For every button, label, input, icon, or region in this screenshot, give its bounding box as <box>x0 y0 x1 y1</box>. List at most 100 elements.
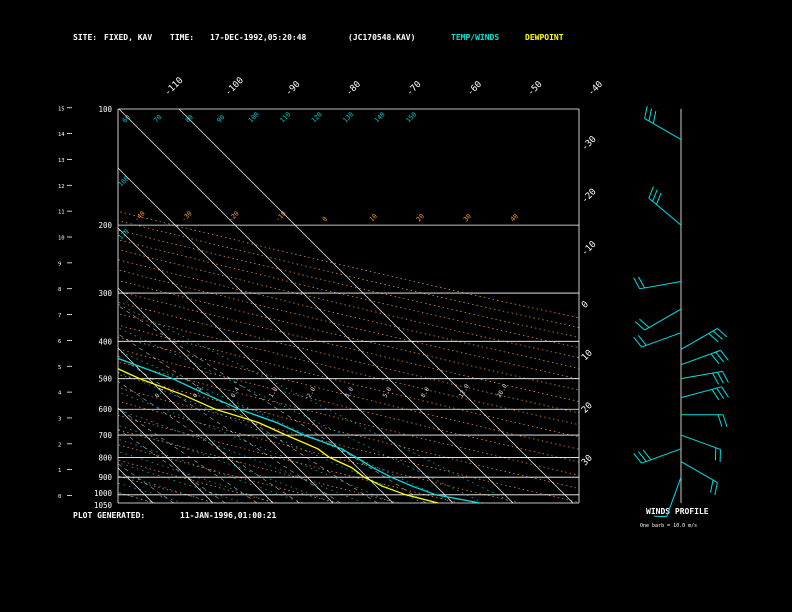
moist-adiabat <box>118 372 424 503</box>
dry-adiabat <box>118 249 579 359</box>
moist-adiabat <box>118 350 454 503</box>
temp-winds-legend: TEMP/WINDS <box>451 33 500 42</box>
moist-adiabat-label: 80 <box>184 113 195 124</box>
dry-adiabat <box>118 324 579 438</box>
dry-adiabat <box>118 229 579 338</box>
height-tick-label: 6 <box>58 339 61 345</box>
right-temperature-label: 10 <box>580 348 595 363</box>
mixing-ratio-label: 0.4 <box>230 386 242 399</box>
right-temperature-label: 0 <box>580 300 591 311</box>
wind-barb <box>666 476 682 517</box>
pressure-tick-label: 1000 <box>94 489 113 498</box>
wind-barb-flag <box>721 386 729 398</box>
mixing-ratio-label: 8.0 <box>420 386 432 399</box>
height-tick-label: 8 <box>58 287 61 293</box>
site-value: FIXED, KAV <box>104 33 153 42</box>
dry-adiabat <box>118 280 579 391</box>
mixing-ratio-label: 3.0 <box>344 386 356 399</box>
mixing-ratio-label: 0.2 <box>192 386 204 399</box>
dry-adiabat <box>118 444 338 503</box>
isotherm <box>118 467 154 503</box>
moist-adiabat <box>118 451 274 503</box>
dry-adiabat <box>118 475 217 503</box>
height-tick-label: 11 <box>58 210 65 216</box>
wind-barb-flag <box>644 106 648 119</box>
isotherm <box>118 227 394 503</box>
isotherm <box>118 347 274 503</box>
plot-generated-label: PLOT GENERATED: <box>73 511 146 520</box>
pressure-tick-label: 300 <box>98 289 112 298</box>
wind-barb <box>680 434 721 450</box>
wind-barb <box>639 281 682 290</box>
moist-adiabat <box>118 424 334 503</box>
wind-barb-flag <box>633 277 641 290</box>
moist-adiabat <box>118 327 484 503</box>
moist-adiabat <box>118 462 244 503</box>
top-temperature-label: -60 <box>466 80 485 99</box>
wind-barb-flag <box>648 186 654 199</box>
mixing-ratio-label: 0.1 <box>154 386 166 399</box>
right-temperature-label: 20 <box>580 401 595 416</box>
dry-adiabat-label: 10 <box>368 212 379 223</box>
mixing-ratio-line <box>118 463 174 503</box>
height-tick-label: 2 <box>58 442 61 448</box>
dry-adiabat <box>118 269 579 380</box>
moist-adiabat-label: 130 <box>341 110 355 124</box>
mixing-ratio-label: 12.0 <box>458 383 471 399</box>
height-tick-label: 13 <box>58 158 65 164</box>
wind-barb-flag <box>720 350 729 361</box>
pressure-tick-label: 200 <box>98 221 112 230</box>
wind-barb-flag <box>712 330 723 340</box>
height-tick-label: 9 <box>58 261 61 267</box>
top-temperature-label: -110 <box>163 76 185 98</box>
dry-adiabat <box>118 210 579 319</box>
pressure-tick-label: 100 <box>98 105 112 114</box>
top-temperature-label: -90 <box>284 80 303 99</box>
dry-adiabat <box>118 348 579 463</box>
plot-generated-value: 11-JAN-1996,01:00:21 <box>180 511 277 520</box>
time-label: TIME: <box>170 33 195 42</box>
wind-barb-flag <box>712 372 719 385</box>
dry-adiabat-label: -10 <box>274 209 288 223</box>
winds-profile-label: WINDS PROFILE <box>646 507 709 516</box>
height-tick-label: 15 <box>58 106 65 112</box>
height-tick-label: 3 <box>58 416 61 422</box>
moist-adiabat-label: 120 <box>310 110 324 124</box>
temperature-trace <box>118 357 481 503</box>
height-tick-label: 5 <box>58 365 61 371</box>
wind-barb-flag <box>710 479 714 493</box>
wind-barb <box>644 308 682 331</box>
isotherm <box>0 109 93 503</box>
dry-adiabat <box>118 336 579 450</box>
right-temperature-label: -10 <box>580 240 599 259</box>
top-temperature-label: -40 <box>587 80 606 99</box>
pressure-tick-label: 900 <box>98 473 112 482</box>
dry-adiabat <box>118 259 579 369</box>
wind-barb-flag <box>715 351 725 363</box>
barb-note: One barb = 10.0 m/s <box>640 523 698 529</box>
moist-adiabat <box>118 303 514 503</box>
pressure-tick-label: 1050 <box>94 501 113 510</box>
dry-adiabat-label: -20 <box>227 209 241 223</box>
moist-adiabat-label: 100 <box>247 110 261 124</box>
wind-barb-flag <box>642 449 652 461</box>
wind-barb-flag <box>638 276 646 289</box>
dry-adiabat <box>118 361 579 476</box>
wind-barb <box>641 332 682 348</box>
isotherm <box>118 407 214 503</box>
wind-barb-flag <box>721 371 729 383</box>
moist-adiabat-label: 150 <box>404 110 418 124</box>
wind-barb-flag <box>722 414 728 427</box>
wind-barb-flag <box>717 414 723 427</box>
mixing-ratio-label: 5.0 <box>382 386 394 399</box>
dry-adiabat <box>118 459 277 503</box>
dewpoint-trace <box>118 368 439 503</box>
isotherm <box>118 167 454 503</box>
pressure-tick-label: 400 <box>98 337 112 346</box>
right-temperature-label: -20 <box>580 187 599 206</box>
mixing-ratio-line <box>118 380 300 503</box>
dry-adiabat-label: 0 <box>321 215 329 223</box>
dewpoint-legend: DEWPOINT <box>525 33 564 42</box>
dry-adiabat <box>118 387 579 503</box>
moist-adiabat <box>118 409 364 503</box>
